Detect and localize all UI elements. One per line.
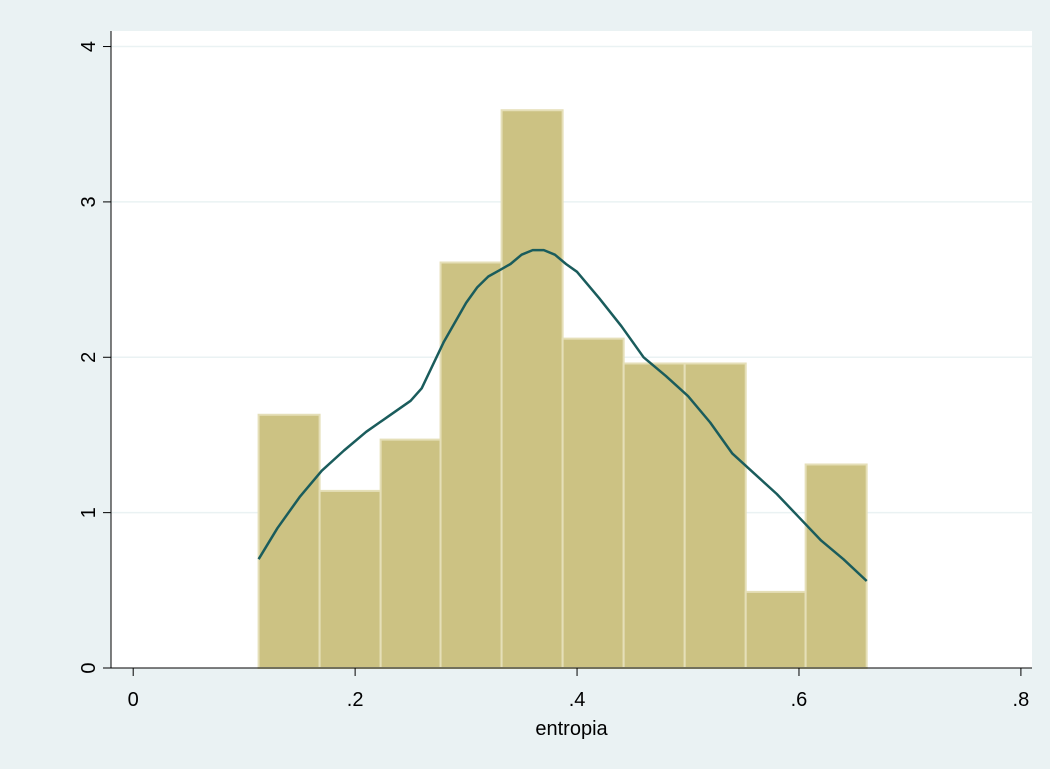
y-tick-label: 0 — [78, 662, 100, 673]
histogram-bar — [561, 337, 625, 669]
x-tick-label: 0 — [128, 689, 139, 711]
y-tick-label: 2 — [78, 352, 100, 363]
x-axis-label: entropia — [535, 718, 608, 740]
histogram-bar — [804, 463, 868, 669]
axes: 0 1 2 3 4 0 .2 .4 .6 .8 — [78, 31, 1032, 711]
x-tick-label: .2 — [347, 689, 364, 711]
histogram-bar — [379, 438, 442, 669]
density-curve — [257, 248, 868, 582]
histogram-bar — [683, 362, 747, 669]
x-tick-label: .4 — [569, 689, 586, 711]
x-tick-label: .8 — [1013, 689, 1030, 711]
histogram-bar — [257, 413, 321, 669]
x-tick-label: .6 — [791, 689, 808, 711]
y-tick-label: 3 — [78, 196, 100, 207]
histogram-bar — [439, 261, 503, 669]
y-tick-label: 4 — [78, 41, 100, 52]
histogram-bar — [622, 362, 686, 669]
histogram-bar — [744, 590, 807, 669]
histogram-bar — [500, 109, 564, 670]
y-tick-label: 1 — [78, 507, 100, 518]
histogram-bar — [318, 489, 382, 670]
